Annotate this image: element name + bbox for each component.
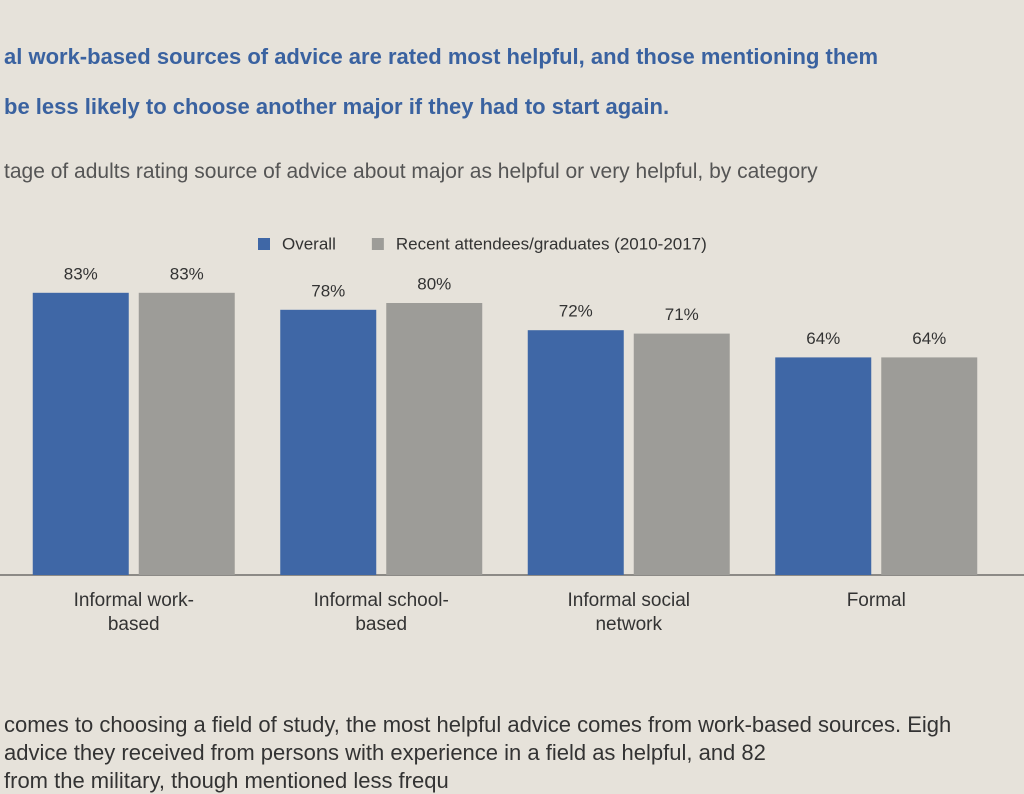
bar bbox=[386, 303, 483, 575]
bar bbox=[32, 292, 129, 575]
x-tick-label: Informal social network bbox=[567, 590, 691, 635]
x-tick-label: Informal work-based bbox=[73, 590, 194, 635]
legend-label: Recent attendees/graduates (2010-2017) bbox=[396, 234, 707, 253]
headline: al work-based sources of advice are rate… bbox=[4, 44, 879, 69]
data-label: 78% bbox=[311, 281, 345, 300]
data-label: 80% bbox=[417, 274, 451, 293]
bar bbox=[527, 330, 624, 575]
data-label: 71% bbox=[665, 305, 699, 324]
x-tick-label: Formal bbox=[846, 590, 906, 611]
data-label: 83% bbox=[170, 264, 204, 283]
x-tick-label: Informal school-based bbox=[313, 590, 449, 635]
legend-swatch bbox=[258, 238, 270, 250]
headline: be less likely to choose another major i… bbox=[4, 94, 670, 119]
chart: Overall Recent attendees/graduates (2010-… bbox=[0, 234, 1024, 576]
body-text: from the military, though mentioned less… bbox=[4, 768, 449, 793]
body-text: advice they received from persons with e… bbox=[4, 740, 766, 765]
legend-swatch bbox=[371, 238, 384, 250]
legend-label: Overall bbox=[282, 234, 336, 253]
subtitle: tage of adults rating source of advice a… bbox=[4, 160, 818, 183]
bar bbox=[633, 333, 730, 575]
bar bbox=[138, 292, 235, 575]
data-label: 64% bbox=[806, 329, 840, 348]
data-label: 83% bbox=[64, 264, 98, 283]
bar bbox=[775, 357, 872, 575]
bar bbox=[881, 357, 978, 575]
data-label: 72% bbox=[559, 302, 593, 321]
bar bbox=[280, 309, 377, 575]
body-text: comes to choosing a field of study, the … bbox=[4, 712, 952, 737]
data-label: 64% bbox=[912, 329, 946, 348]
page: al work-based sources of advice are rate… bbox=[0, 44, 1024, 793]
